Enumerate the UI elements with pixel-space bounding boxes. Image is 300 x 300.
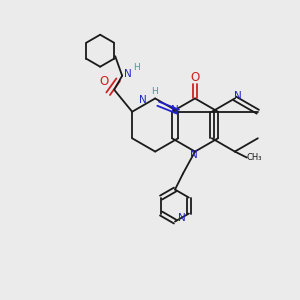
Text: CH₃: CH₃ [246, 153, 262, 162]
Text: N: N [234, 92, 242, 101]
Text: N: N [124, 69, 132, 79]
Text: H: H [151, 87, 158, 96]
Text: N: N [190, 150, 198, 160]
Text: O: O [190, 71, 200, 84]
Text: N: N [139, 95, 147, 105]
Text: O: O [100, 75, 109, 88]
Text: N: N [178, 213, 186, 223]
Text: H: H [133, 63, 140, 72]
Text: N: N [171, 105, 179, 115]
